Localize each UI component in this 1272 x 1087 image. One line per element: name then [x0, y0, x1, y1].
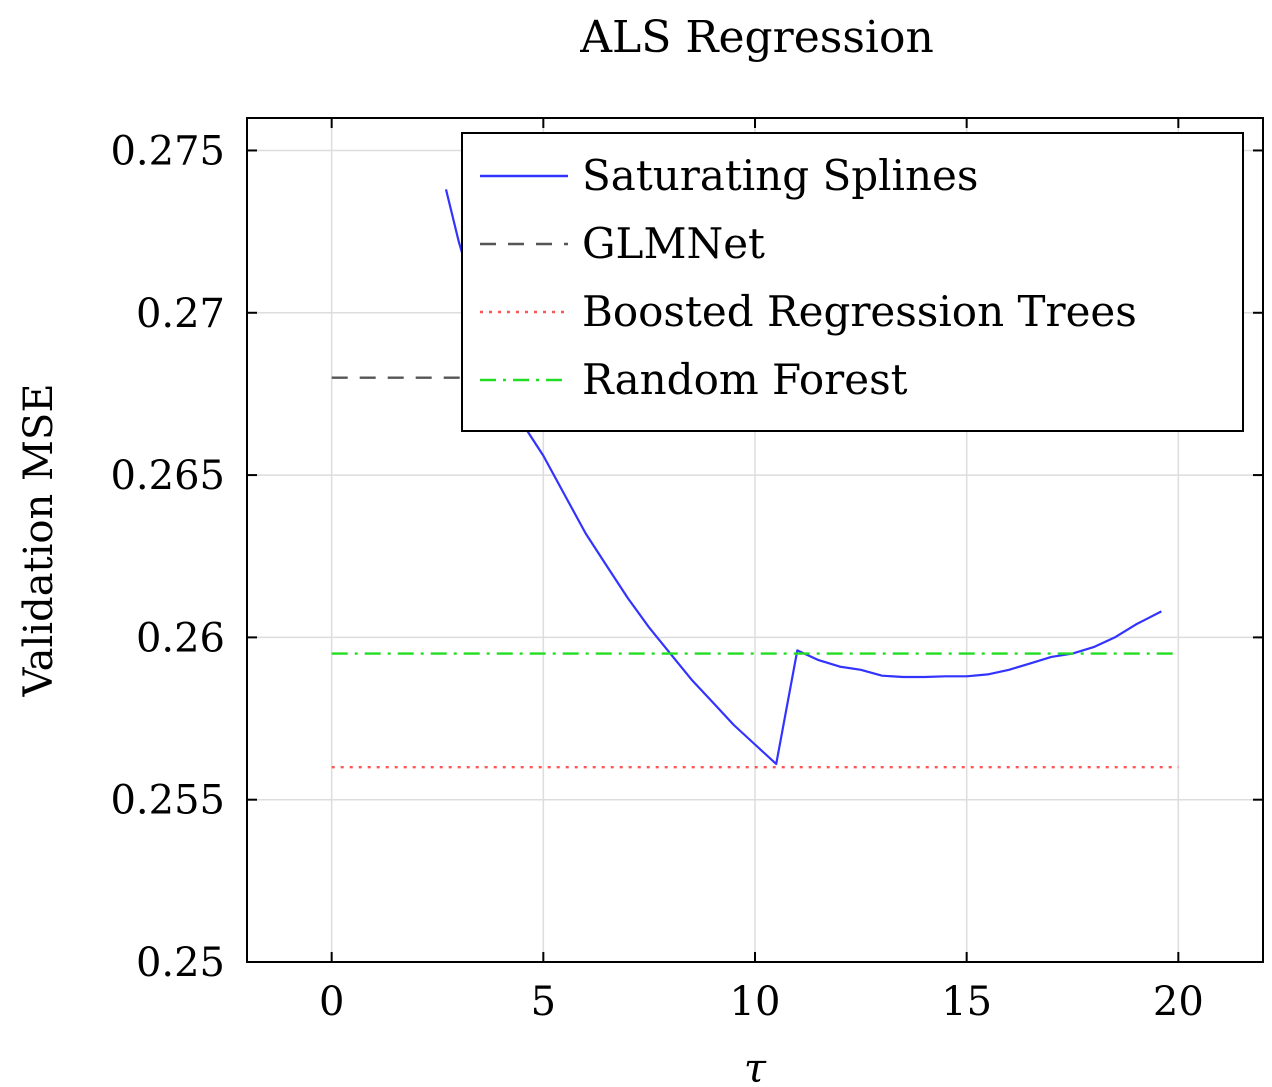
y-tick-label: 0.255: [110, 778, 225, 824]
x-axis-label: τ: [744, 1046, 767, 1087]
y-axis-label: Validation MSE: [16, 383, 62, 697]
legend-box: [461, 132, 1244, 432]
y-tick-label: 0.26: [136, 615, 225, 661]
y-tick-label: 0.25: [136, 940, 225, 986]
x-tick-label: 0: [319, 979, 344, 1025]
x-tick-label: 15: [941, 979, 992, 1025]
y-tick-label: 0.275: [110, 128, 225, 174]
y-tick-label: 0.27: [136, 291, 225, 337]
x-tick-label: 5: [531, 979, 556, 1025]
chart-title: ALS Regression: [579, 12, 934, 63]
legend-label: Random Forest: [582, 355, 908, 404]
y-tick-label: 0.265: [110, 453, 225, 499]
legend-entries: Saturating Splines GLMNet Boosted Regressi…: [480, 151, 1137, 404]
legend-label: Saturating Splines: [582, 151, 978, 200]
legend-label: GLMNet: [582, 219, 765, 268]
legend: Saturating Splines GLMNet Boosted Regressi…: [461, 132, 1244, 432]
legend-label: Boosted Regression Trees: [582, 287, 1137, 336]
series-line-saturating-splines: [444, 189, 1162, 766]
x-tick-label: 20: [1153, 979, 1204, 1025]
tick-layer: 0 5 10 15 20 0.25 0.255 0.26 0.265 0.27 0.275: [110, 118, 1263, 1025]
x-tick-label: 10: [730, 979, 781, 1025]
